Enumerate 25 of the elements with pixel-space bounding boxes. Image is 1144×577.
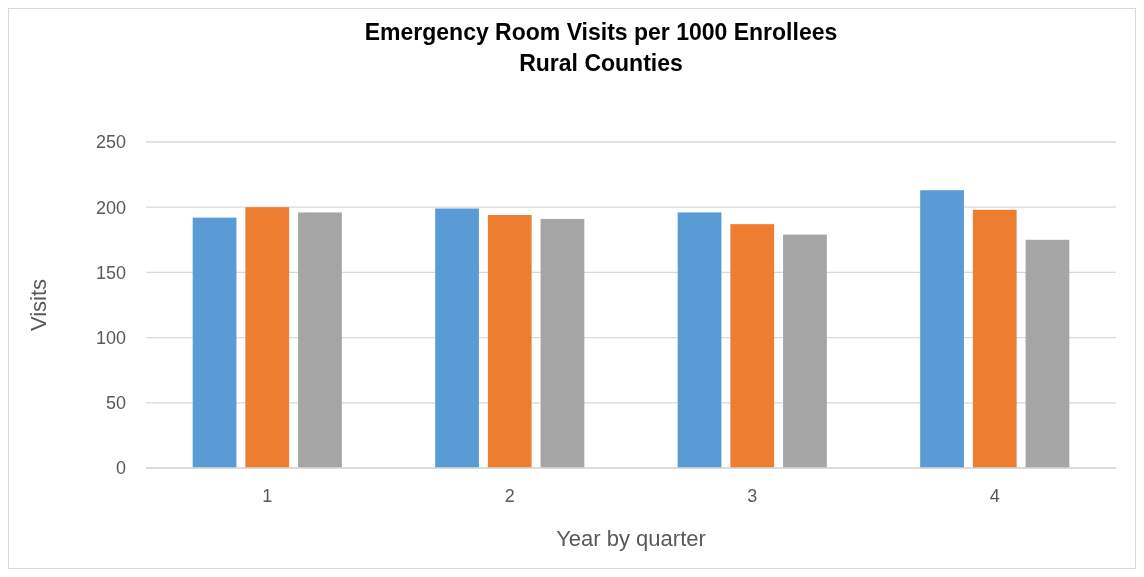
y-tick-label: 0 xyxy=(115,458,126,479)
bar xyxy=(245,207,290,468)
bar xyxy=(783,234,827,468)
bar xyxy=(540,218,585,468)
x-axis-title: Year by quarter xyxy=(556,526,706,551)
bar xyxy=(920,190,964,468)
y-tick-label: 200 xyxy=(95,197,126,218)
bar xyxy=(730,224,775,468)
bar xyxy=(435,208,479,468)
x-tick-label: 3 xyxy=(747,486,758,506)
y-tick-label: 150 xyxy=(95,262,126,283)
y-tick-label: 50 xyxy=(105,393,126,414)
y-tick-label: 100 xyxy=(95,327,126,348)
y-tick-label: 250 xyxy=(95,132,126,153)
bar xyxy=(298,212,342,468)
x-tick-label: 1 xyxy=(262,486,273,506)
bar xyxy=(487,215,532,468)
bar xyxy=(192,217,237,468)
y-axis-title: Visits xyxy=(26,278,51,332)
bar xyxy=(1025,239,1070,468)
chart-title: Emergency Room Visits per 1000 Enrollees Rural Counties xyxy=(364,19,838,76)
bar xyxy=(677,212,722,468)
x-tick-label: 4 xyxy=(989,486,1000,506)
bar xyxy=(972,209,1017,468)
x-tick-label: 2 xyxy=(504,486,515,506)
